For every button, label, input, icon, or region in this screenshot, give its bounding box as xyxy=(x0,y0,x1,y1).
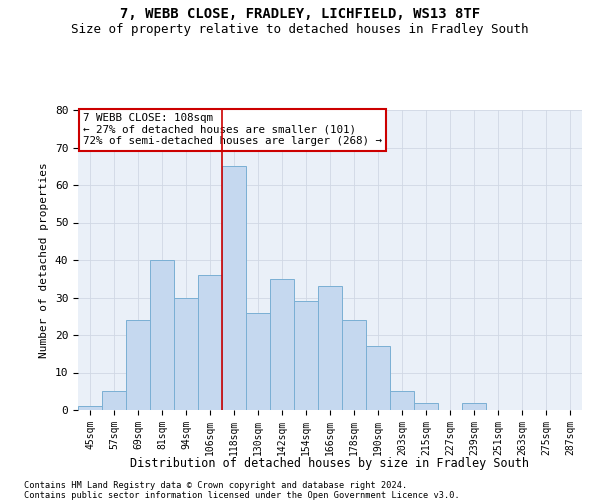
Bar xyxy=(126,320,150,410)
Bar xyxy=(198,275,222,410)
Text: Distribution of detached houses by size in Fradley South: Distribution of detached houses by size … xyxy=(131,458,530,470)
Text: 7 WEBB CLOSE: 108sqm
← 27% of detached houses are smaller (101)
72% of semi-deta: 7 WEBB CLOSE: 108sqm ← 27% of detached h… xyxy=(83,113,382,146)
Bar xyxy=(390,391,414,410)
Bar xyxy=(222,166,246,410)
Bar xyxy=(342,320,366,410)
Text: 7, WEBB CLOSE, FRADLEY, LICHFIELD, WS13 8TF: 7, WEBB CLOSE, FRADLEY, LICHFIELD, WS13 … xyxy=(120,8,480,22)
Bar xyxy=(102,391,126,410)
Bar xyxy=(294,301,318,410)
Bar xyxy=(246,312,270,410)
Bar xyxy=(150,260,174,410)
Text: Size of property relative to detached houses in Fradley South: Size of property relative to detached ho… xyxy=(71,22,529,36)
Bar xyxy=(462,402,486,410)
Bar xyxy=(318,286,342,410)
Bar xyxy=(270,279,294,410)
Text: Contains HM Land Registry data © Crown copyright and database right 2024.: Contains HM Land Registry data © Crown c… xyxy=(24,481,407,490)
Bar xyxy=(174,298,198,410)
Y-axis label: Number of detached properties: Number of detached properties xyxy=(39,162,49,358)
Bar xyxy=(78,406,102,410)
Bar xyxy=(414,402,438,410)
Text: Contains public sector information licensed under the Open Government Licence v3: Contains public sector information licen… xyxy=(24,491,460,500)
Bar xyxy=(366,346,390,410)
